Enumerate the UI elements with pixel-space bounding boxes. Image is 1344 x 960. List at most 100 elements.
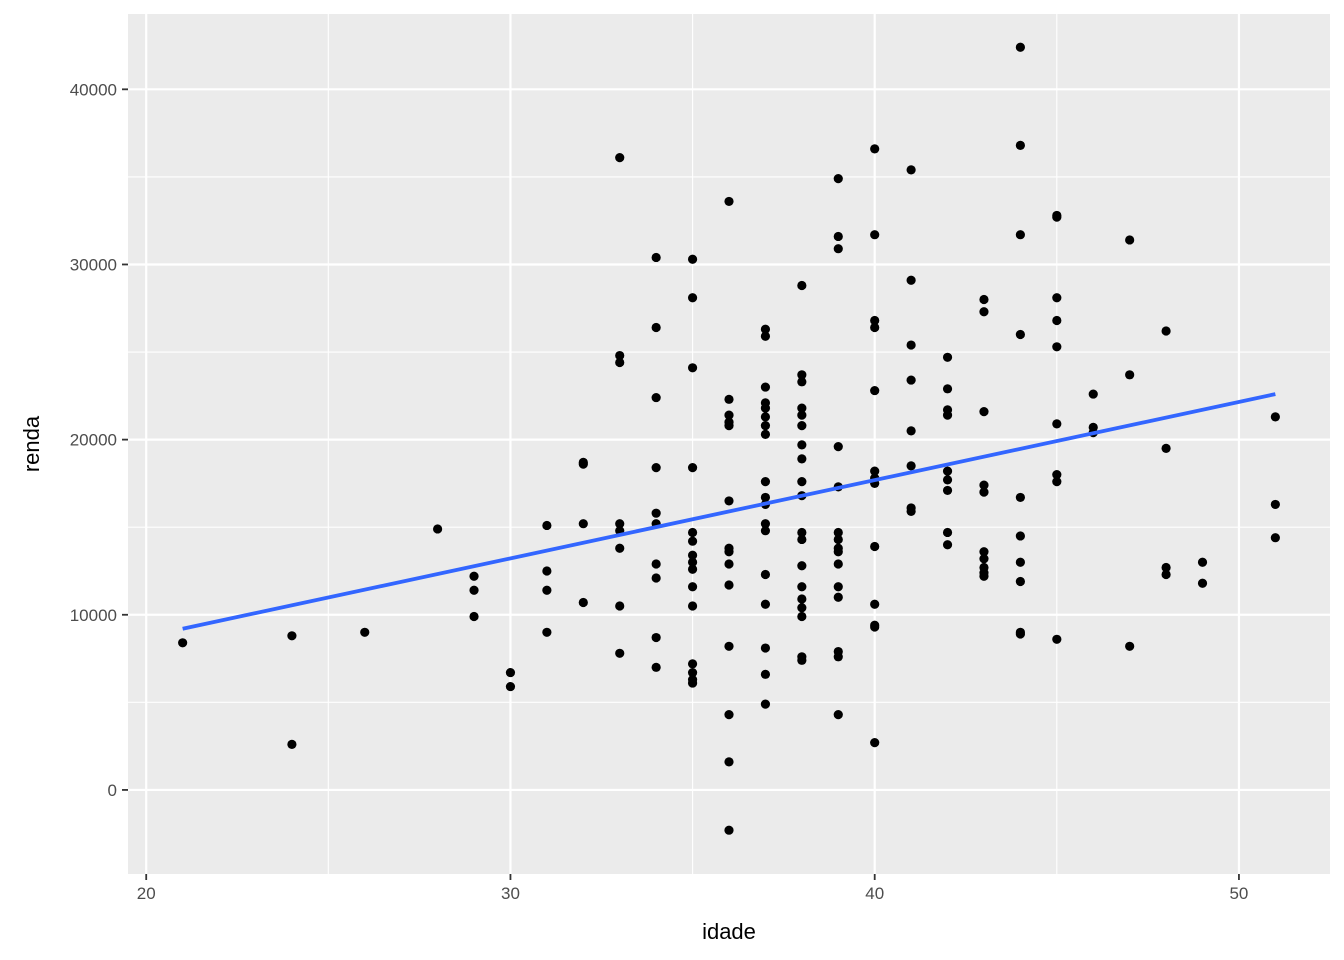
data-point [687,363,698,373]
data-point [833,442,843,452]
y-tick-label: 40000 [70,80,117,99]
data-point [542,566,552,576]
data-point [797,280,807,291]
data-point [870,599,880,609]
data-point [906,461,916,471]
data-point [542,585,552,595]
data-point [724,825,734,835]
data-point [615,350,625,361]
data-point [833,527,843,538]
data-point [870,144,880,154]
data-point [1125,235,1135,245]
data-point [797,611,807,622]
data-point [906,340,916,350]
data-point [615,648,625,658]
data-point [1125,370,1135,380]
data-point [760,669,771,679]
data-point [979,554,989,564]
data-point [1015,629,1025,639]
data-point [760,569,771,580]
data-point [833,534,843,545]
data-point [651,508,661,518]
data-point [797,410,807,420]
data-point [833,710,843,720]
data-point [1270,412,1280,422]
data-point [724,394,734,404]
data-point [870,315,880,326]
data-point [687,254,698,264]
data-point [833,231,843,242]
data-point [1015,140,1025,150]
data-point [1015,576,1025,587]
data-point [578,519,588,529]
x-tick-label: 40 [865,884,884,903]
data-point [760,599,771,609]
data-point [1015,329,1025,340]
y-axis-ticks: 0 10000 20000 30000 40000 [70,80,128,800]
data-point [724,410,734,420]
data-point [651,392,661,403]
data-point [651,252,661,263]
x-axis-ticks: 20 30 40 50 [137,874,1248,903]
data-point [906,275,916,285]
major-gridlines [128,14,1330,874]
data-point [760,526,771,536]
data-point [287,631,297,641]
data-point [1052,634,1062,644]
data-point [1197,557,1208,567]
data-point [942,475,953,485]
data-point [651,463,661,473]
data-point [687,601,698,611]
data-point [724,710,734,720]
data-point [760,331,771,341]
data-point [687,550,698,560]
data-point [942,466,953,476]
data-point [833,652,843,662]
data-point [1052,470,1062,480]
data-point [687,557,698,567]
data-point [687,536,698,546]
data-point [1052,477,1062,487]
data-point [760,421,771,431]
data-point [724,421,734,431]
data-point [870,385,880,396]
data-point [615,601,625,611]
data-point [760,412,771,422]
data-point [979,487,989,497]
data-point [615,153,625,163]
data-point [615,357,625,368]
data-point [578,597,588,608]
data-point [906,426,916,436]
data-point [1088,389,1098,399]
data-point [615,519,625,529]
data-point [797,603,807,613]
data-point [651,662,661,672]
data-point [178,638,188,648]
y-axis-title: renda [19,415,44,472]
data-point [469,611,479,622]
data-point [687,293,698,303]
data-point [979,307,989,317]
x-tick-label: 20 [137,884,156,903]
data-point [942,352,953,362]
data-point [870,466,880,476]
data-point [942,384,953,394]
data-point [1161,443,1171,453]
regression-line [182,392,1276,631]
data-point [870,230,880,240]
data-point [1052,293,1062,303]
data-point [760,324,771,334]
data-point [760,699,771,709]
data-point [687,678,698,688]
plot-panel [128,14,1330,874]
y-tick-label: 10000 [70,606,117,625]
data-point [833,582,843,592]
data-point [760,477,771,487]
data-point [469,571,479,581]
data-point [760,643,771,653]
data-point [797,440,807,450]
data-point [870,738,880,748]
data-point [979,571,989,581]
data-point [724,496,734,506]
